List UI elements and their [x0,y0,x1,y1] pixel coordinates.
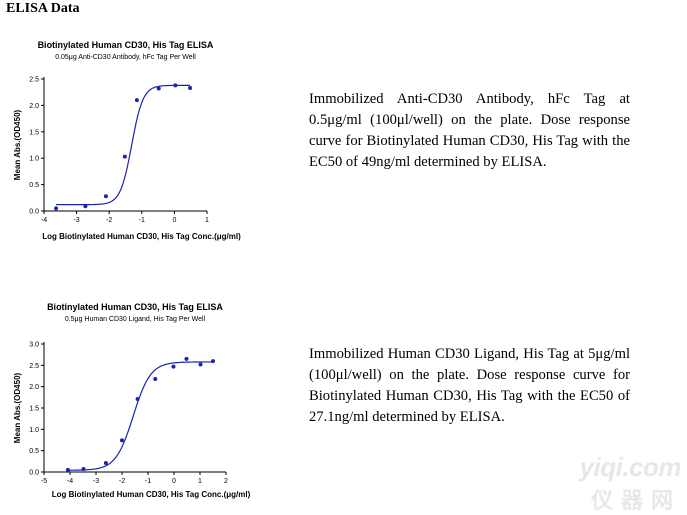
data-point [65,467,70,472]
y-axis-label: Mean Abs.(OD450) [13,109,22,180]
watermark-domain: yiqi.com [579,452,682,482]
data-point [122,154,127,159]
data-point [173,83,178,88]
x-tick-label: -4 [67,478,73,485]
y-tick-label: 0.0 [29,209,39,216]
x-tick-label: 0 [172,478,176,485]
data-point [103,194,108,199]
y-tick-label: 1.5 [29,406,39,413]
x-tick-label: -3 [73,217,79,224]
fit-curve [56,84,191,206]
y-tick-label: 1.5 [29,129,39,136]
x-tick-label: -2 [119,478,125,485]
data-point [171,364,176,369]
x-tick-label: 2 [224,478,228,485]
data-point [153,376,158,381]
data-point [156,86,161,91]
data-point [103,461,108,466]
data-point [81,467,86,472]
data-point [211,359,215,364]
data-point [135,397,140,402]
x-tick-label: -2 [106,217,112,224]
y-axis-label: Mean Abs.(OD450) [13,372,22,443]
chart-1-description: Immobilized Anti-CD30 Antibody, hFc Tag … [309,91,630,170]
x-tick-label: -4 [41,217,47,224]
y-tick-label: 1.0 [29,156,39,163]
elisa-chart-2: Biotinylated Human CD30, His Tag ELISA 0.… [0,296,300,508]
x-axis-label: Log Biotinylated Human CD30, His Tag Con… [52,490,251,499]
x-tick-label: 1 [198,478,202,485]
y-tick-label: 2.0 [29,384,39,391]
chart-svg: Biotinylated Human CD30, His Tag ELISA 0.… [13,302,251,499]
data-point [188,85,193,90]
x-tick-label: -3 [93,478,99,485]
chart-subtitle: 0.5μg Human CD30 Ligand, His Tag Per Wel… [65,316,206,323]
x-tick-label: -1 [139,217,145,224]
y-tick-label: 0.5 [29,182,39,189]
data-point [54,206,59,211]
fit-curve [67,361,213,471]
chart-title: Biotinylated Human CD30, His Tag ELISA [38,40,214,50]
data-point [134,98,139,103]
watermark: yiqi.com 仪器网 [568,452,685,513]
x-axis-label: Log Biotinylated Human CD30, His Tag Con… [42,232,241,241]
chart-subtitle: 0.05μg Anti-CD30 Antibody, hFc Tag Per W… [55,54,196,61]
data-point [184,356,189,361]
y-tick-label: 0.5 [29,448,39,455]
y-tick-label: 2.0 [29,103,39,110]
elisa-chart-1: Biotinylated Human CD30, His Tag ELISA 0.… [0,34,300,249]
data-point [198,362,203,367]
y-tick-label: 2.5 [29,77,39,84]
page-title: ELISA Data [6,1,80,16]
x-tick-label: 0 [172,217,176,224]
watermark-chinese: 仪器网 [590,488,681,513]
y-tick-label: 3.0 [29,342,39,349]
chart-svg: Biotinylated Human CD30, His Tag ELISA 0.… [13,40,241,241]
y-tick-label: 1.0 [29,427,39,434]
y-tick-label: 2.5 [29,363,39,370]
data-point [83,204,88,209]
chart-2-description: Immobilized Human CD30 Ligand, His Tag a… [309,346,630,425]
data-point [120,438,124,443]
x-tick-label: 1 [205,217,209,224]
y-tick-label: 0.0 [29,470,39,477]
x-tick-label: -1 [145,478,151,485]
chart-title: Biotinylated Human CD30, His Tag ELISA [47,302,223,312]
x-tick-label: -5 [41,478,47,485]
